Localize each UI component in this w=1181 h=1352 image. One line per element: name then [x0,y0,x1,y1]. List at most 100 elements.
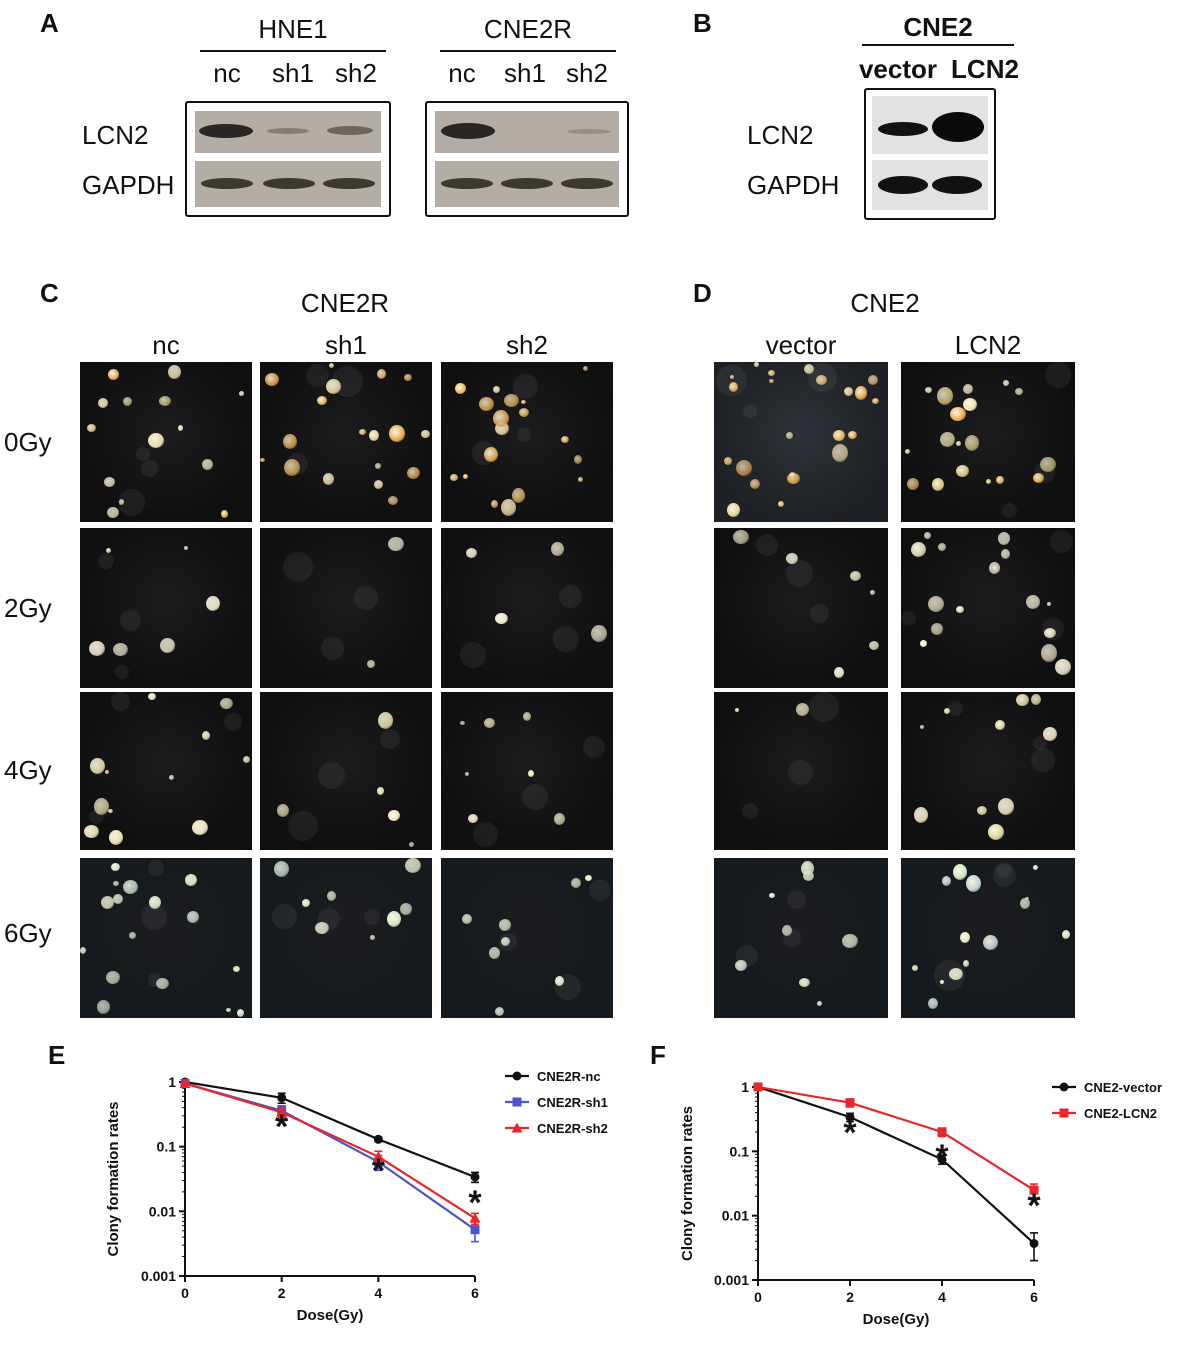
blot-band [878,176,928,194]
blot-strip [195,161,381,207]
colony-dot [94,798,109,815]
colony-dot [1003,380,1009,386]
colony-dot [817,1001,822,1006]
colony-dot [869,641,879,650]
colony-blur [743,404,757,418]
blot-band [932,176,982,194]
colony-dot [107,507,119,518]
colony-dot [123,880,138,894]
x-tick-label: 2 [846,1289,854,1305]
colony-dot [388,537,404,551]
chart-f: 0.001 0.01 0.1 1 0 2 4 6 Dose(Gy) Clony formation… [679,1079,1162,1328]
colony-well [714,528,888,688]
colony-dot [932,478,944,491]
panel-d-column-lcn2: LCN2 [954,330,1022,360]
blot-band [932,112,984,142]
colony-dot [848,431,857,439]
colony-dot [724,457,732,465]
colony-dot [998,798,1014,815]
colony-blur [380,729,400,749]
colony-well [901,528,1075,688]
colony-dot [911,542,926,557]
colony-dot [221,510,228,518]
colony-dot [243,756,250,763]
colony-blur [288,811,318,841]
colony-dot [468,814,478,823]
panel-d-title: CNE2 [850,288,920,318]
colony-dot [160,638,175,653]
colony-blur [283,552,313,582]
colony-blur [141,904,167,930]
colony-dot [925,387,932,393]
colony-blur [993,864,1016,887]
significance-marker: * [843,1114,857,1152]
colony-dot [574,455,582,464]
colony-dot [960,932,970,943]
colony-well [80,362,252,522]
colony-dot [986,479,991,484]
colony-dot [149,896,161,909]
legend-marker [1059,1108,1069,1118]
colony-dot [80,947,86,954]
colony-blur [115,665,129,679]
y-tick-label: 0.01 [149,1203,176,1219]
colony-dot [816,375,827,385]
significance-marker: * [372,1152,386,1190]
colony-well [441,692,613,850]
blot-band [441,178,493,189]
colony-blur [89,809,104,824]
colony-dot [528,770,534,777]
colony-dot [965,435,979,451]
legend-label: CNE2R-sh2 [537,1121,608,1136]
colony-dot [571,878,581,888]
colony-dot [778,501,784,507]
colony-dot [832,444,848,462]
colony-dot [184,546,188,550]
colony-blur [787,890,806,909]
colony-dot [928,998,938,1009]
legend-label: CNE2R-sh1 [537,1095,608,1110]
colony-dot [591,625,607,642]
colony-blur [736,945,758,967]
legend-label: CNE2R-nc [537,1069,601,1084]
colony-dot [729,382,738,392]
blot-b-lane-lcn2: LCN2 [951,54,1019,84]
colony-dot [233,966,240,972]
significance-marker: * [468,1184,482,1222]
panel-d-column-vector: vector [765,330,837,360]
significance-marker: * [275,1108,289,1146]
colony-dot [220,698,233,709]
data-point [179,1077,191,1088]
blot-a-cne2r-rule [440,50,616,52]
colony-blur [1002,503,1017,518]
colony-blur [934,960,965,991]
colony-dot [226,1008,231,1012]
colony-blur [460,642,486,668]
colony-dot [463,474,468,479]
colony-dot [90,758,105,774]
colony-dot [489,947,500,959]
colony-dot [801,861,814,876]
colony-well [714,692,888,850]
colony-dot [405,858,421,873]
colony-well [80,858,252,1018]
data-point [845,1112,855,1122]
colony-dot [551,542,564,556]
colony-well [260,528,432,688]
panel-f-letter: F [650,1040,666,1070]
colony-blur [809,692,839,722]
data-point [937,1154,947,1164]
colony-dot [462,914,472,924]
colony-dot [796,703,809,716]
colony-dot [113,894,123,904]
colony-dot [455,383,466,394]
colony-dot [260,458,265,462]
colony-blur [589,879,611,901]
colony-blur [1050,530,1073,553]
series-line [757,1085,1035,1245]
colony-blur [996,862,1012,878]
colony-dot [1020,898,1030,909]
colony-dot [388,810,400,821]
colony-dot [1044,628,1056,638]
colony-well [441,528,613,688]
